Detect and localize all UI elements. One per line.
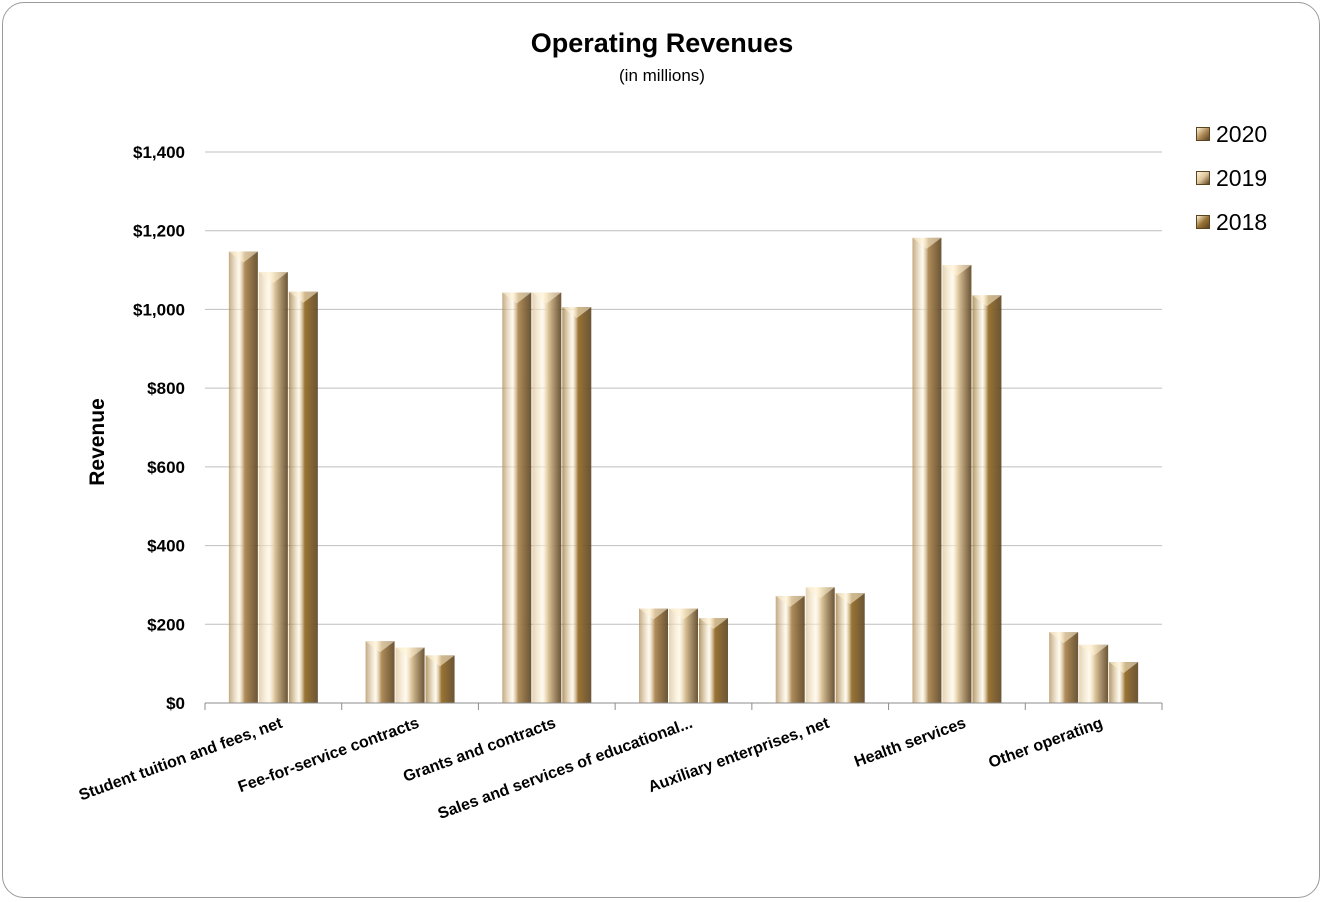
bar-bevel	[1079, 644, 1109, 656]
bar-2020	[502, 292, 532, 703]
y-tick-label: $1,400	[133, 143, 185, 162]
bar-bevel	[365, 641, 395, 653]
chart-subtitle: (in millions)	[619, 66, 705, 85]
bar-bevel	[699, 617, 728, 629]
bar-2020	[1049, 632, 1079, 703]
bar-2019	[669, 608, 698, 703]
bar-bevel	[942, 264, 972, 276]
bar-2018	[562, 307, 592, 703]
bar-bevel	[258, 272, 288, 284]
bar-bevel	[775, 595, 805, 607]
bar-bevel	[972, 295, 1002, 307]
bar-2018	[699, 617, 728, 703]
bar-bevel	[502, 292, 532, 304]
bar-bevel	[288, 291, 318, 303]
chart-title: Operating Revenues	[530, 28, 794, 58]
y-tick-label: $200	[147, 615, 185, 634]
bar-2018	[288, 291, 318, 703]
legend: 2020 2019 2018	[1196, 112, 1267, 244]
bar-bevel	[395, 647, 425, 659]
y-tick-label: $1,200	[133, 222, 185, 241]
legend-item-2019: 2019	[1196, 156, 1267, 200]
legend-swatch	[1196, 127, 1210, 141]
bar-bevel	[562, 307, 592, 319]
bar-bevel	[805, 587, 835, 599]
legend-swatch	[1196, 171, 1210, 185]
y-tick-label: $400	[147, 537, 185, 556]
bar-bevel	[532, 292, 562, 304]
bar-bevel	[912, 237, 942, 249]
bar-2019	[258, 272, 288, 703]
y-tick-label: $800	[147, 379, 185, 398]
x-category-label: Other operating	[986, 715, 1105, 772]
bar-2020	[775, 595, 805, 703]
bar-bevel	[228, 251, 258, 263]
bar-bevel	[669, 608, 698, 620]
bar-bevel	[425, 655, 455, 667]
legend-item-2020: 2020	[1196, 112, 1267, 156]
legend-label: 2018	[1216, 208, 1268, 235]
bar-2020	[912, 237, 942, 703]
y-tick-label: $1,000	[133, 300, 185, 319]
bar-bevel	[639, 608, 668, 620]
legend-item-2018: 2018	[1196, 200, 1267, 244]
legend-label: 2020	[1216, 120, 1268, 147]
bar-bevel	[835, 593, 865, 605]
y-tick-label: $0	[166, 694, 185, 713]
x-category-label: Sales and services of educational...	[436, 715, 695, 823]
y-tick-label: $600	[147, 458, 185, 477]
legend-label: 2019	[1216, 164, 1268, 191]
bar-bevel	[1049, 632, 1079, 644]
bar-2019	[532, 292, 562, 703]
legend-swatch	[1196, 215, 1210, 229]
bar-2019	[805, 587, 835, 703]
x-category-label: Health services	[852, 715, 968, 771]
bar-2018	[835, 593, 865, 703]
bar-2019	[942, 264, 972, 703]
bar-2020	[228, 251, 258, 703]
bar-2020	[639, 608, 668, 703]
bar-2018	[972, 295, 1002, 703]
bar-bevel	[1109, 662, 1139, 674]
